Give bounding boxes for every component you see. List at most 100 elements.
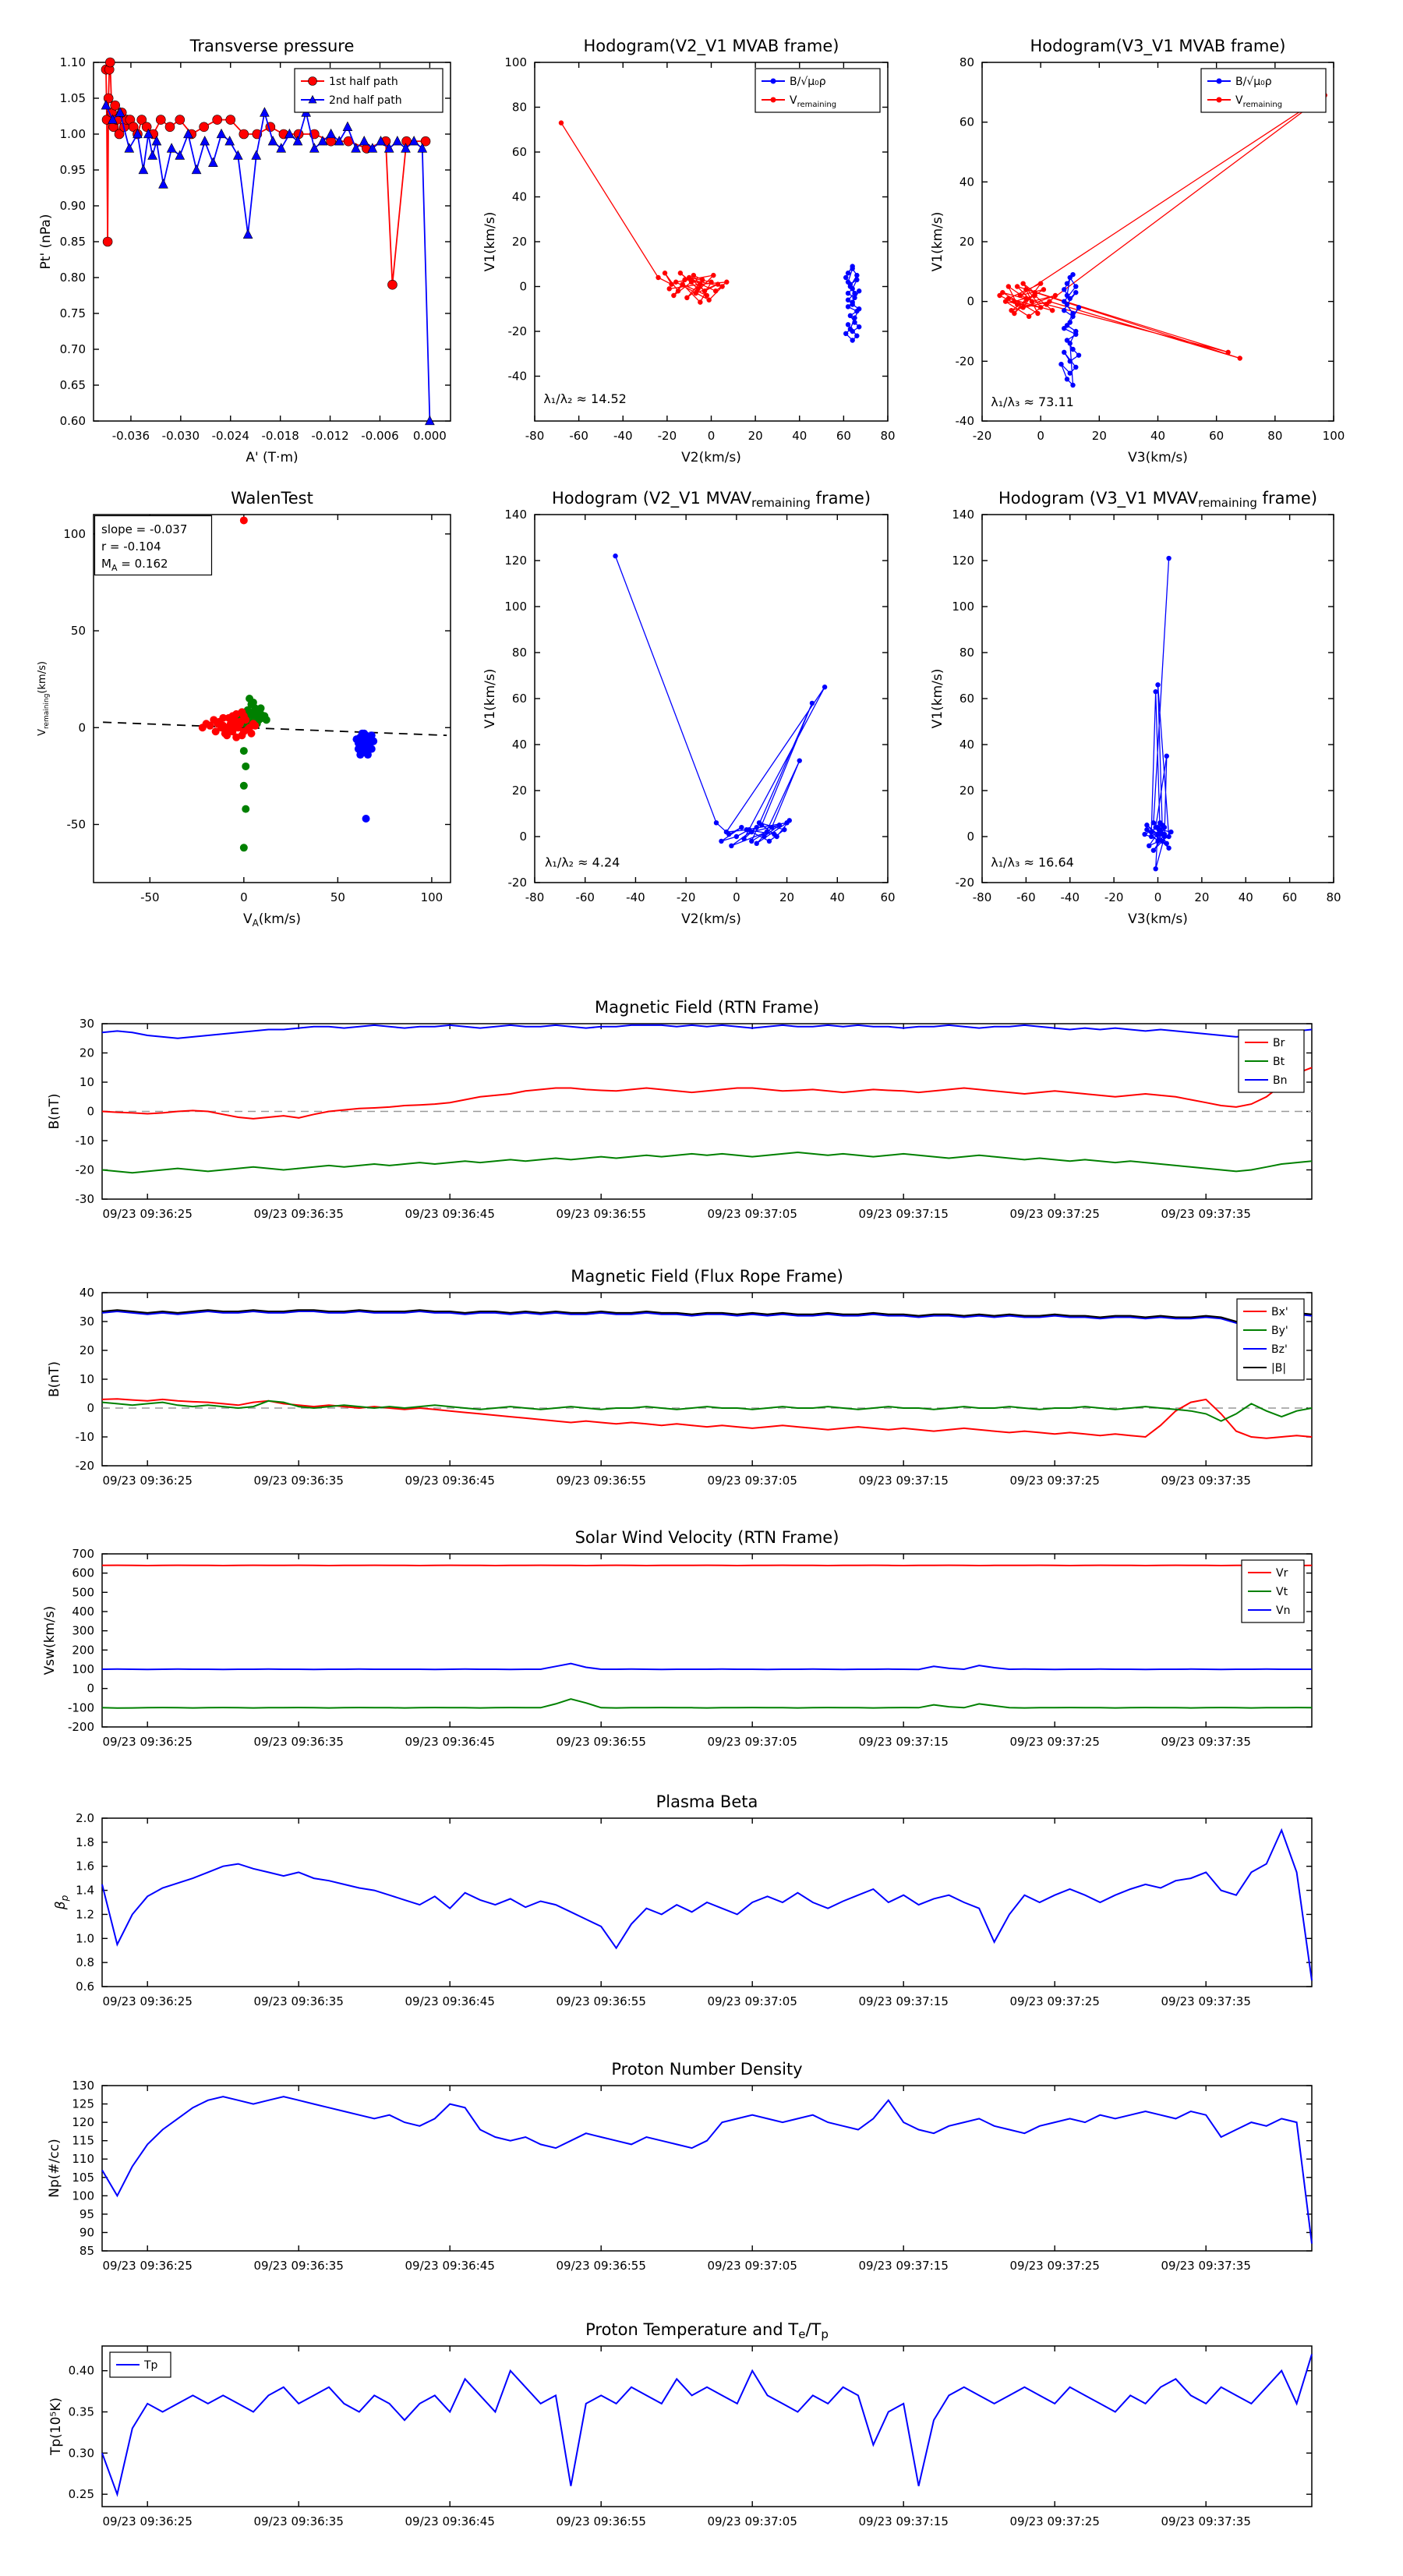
svg-text:20: 20 bbox=[512, 784, 527, 798]
axes-frame-proton-temperature bbox=[102, 2346, 1312, 2507]
svg-text:09/23 09:36:55: 09/23 09:36:55 bbox=[557, 1474, 646, 1488]
svg-text:80: 80 bbox=[1267, 429, 1282, 443]
svg-text:-50: -50 bbox=[140, 890, 160, 904]
svg-text:10: 10 bbox=[80, 1372, 94, 1386]
axes-frame-proton-density bbox=[102, 2086, 1312, 2251]
svg-text:09/23 09:37:25: 09/23 09:37:25 bbox=[1010, 1735, 1100, 1749]
svg-text:-40: -40 bbox=[613, 429, 633, 443]
svg-text:500: 500 bbox=[72, 1585, 94, 1599]
svg-text:0.25: 0.25 bbox=[69, 2487, 94, 2501]
svg-text:Np(#/cc): Np(#/cc) bbox=[47, 2139, 62, 2197]
svg-text:λ₁/λ₂ ≈ 14.52: λ₁/λ₂ ≈ 14.52 bbox=[543, 391, 627, 406]
svg-text:Solar Wind Velocity (RTN Frame: Solar Wind Velocity (RTN Frame) bbox=[575, 1528, 839, 1547]
svg-text:09/23 09:37:05: 09/23 09:37:05 bbox=[708, 1207, 797, 1221]
svg-text:09/23 09:36:45: 09/23 09:36:45 bbox=[405, 1994, 495, 2008]
svg-text:40: 40 bbox=[959, 738, 974, 752]
svg-text:-40: -40 bbox=[1061, 890, 1080, 904]
svg-text:Transverse pressure: Transverse pressure bbox=[189, 37, 355, 55]
svg-text:0: 0 bbox=[967, 830, 974, 844]
svg-text:-80: -80 bbox=[525, 890, 545, 904]
svg-text:120: 120 bbox=[504, 554, 527, 568]
svg-text:0: 0 bbox=[240, 890, 248, 904]
svg-text:20: 20 bbox=[80, 1343, 94, 1357]
svg-text:40: 40 bbox=[1150, 429, 1165, 443]
axes-frame-hodogram-v2v1-mvav bbox=[535, 515, 888, 883]
svg-text:Hodogram(V3_V1 MVAB frame): Hodogram(V3_V1 MVAB frame) bbox=[1030, 37, 1286, 56]
svg-text:40: 40 bbox=[792, 429, 807, 443]
svg-text:0.70: 0.70 bbox=[60, 342, 86, 356]
svg-text:slope = -0.037: slope = -0.037 bbox=[101, 522, 187, 536]
svg-text:60: 60 bbox=[880, 890, 895, 904]
svg-text:09/23 09:37:35: 09/23 09:37:35 bbox=[1161, 1474, 1251, 1488]
svg-text:0.80: 0.80 bbox=[60, 271, 86, 285]
svg-text:VA(km/s): VA(km/s) bbox=[243, 911, 301, 929]
svg-text:βp: βp bbox=[53, 1895, 70, 1910]
svg-text:-0.036: -0.036 bbox=[112, 429, 150, 443]
svg-text:400: 400 bbox=[72, 1605, 94, 1619]
svg-text:09/23 09:36:35: 09/23 09:36:35 bbox=[254, 2259, 344, 2273]
svg-text:60: 60 bbox=[836, 429, 851, 443]
svg-text:r = -0.104: r = -0.104 bbox=[101, 540, 161, 554]
svg-text:60: 60 bbox=[512, 692, 527, 706]
svg-text:140: 140 bbox=[504, 508, 527, 522]
svg-text:Hodogram(V2_V1 MVAB frame): Hodogram(V2_V1 MVAB frame) bbox=[584, 37, 839, 56]
svg-text:V1(km/s): V1(km/s) bbox=[482, 669, 498, 729]
svg-text:0: 0 bbox=[708, 429, 716, 443]
svg-text:09/23 09:37:05: 09/23 09:37:05 bbox=[708, 1474, 797, 1488]
svg-text:Plasma Beta: Plasma Beta bbox=[656, 1792, 758, 1811]
svg-text:Proton Number Density: Proton Number Density bbox=[611, 2060, 802, 2079]
svg-text:30: 30 bbox=[80, 1017, 94, 1031]
svg-text:09/23 09:37:25: 09/23 09:37:25 bbox=[1010, 2514, 1100, 2528]
svg-text:-60: -60 bbox=[1016, 890, 1036, 904]
svg-text:09/23 09:37:35: 09/23 09:37:35 bbox=[1161, 2259, 1251, 2273]
svg-text:V3(km/s): V3(km/s) bbox=[1128, 450, 1188, 465]
svg-text:-80: -80 bbox=[973, 890, 992, 904]
svg-text:B/√μ₀ρ: B/√μ₀ρ bbox=[790, 76, 826, 88]
svg-text:-40: -40 bbox=[956, 414, 975, 428]
svg-text:100: 100 bbox=[72, 1662, 94, 1676]
svg-text:20: 20 bbox=[779, 890, 794, 904]
svg-text:-200: -200 bbox=[68, 1720, 94, 1734]
svg-text:1.6: 1.6 bbox=[76, 1859, 94, 1874]
svg-text:120: 120 bbox=[72, 2115, 94, 2129]
svg-text:09/23 09:37:15: 09/23 09:37:15 bbox=[859, 2514, 949, 2528]
svg-text:20: 20 bbox=[80, 1046, 94, 1060]
svg-text:09/23 09:37:35: 09/23 09:37:35 bbox=[1161, 1207, 1251, 1221]
svg-text:-10: -10 bbox=[76, 1134, 95, 1148]
svg-text:0: 0 bbox=[519, 830, 527, 844]
svg-text:80: 80 bbox=[959, 646, 974, 660]
svg-text:09/23 09:36:35: 09/23 09:36:35 bbox=[254, 1474, 344, 1488]
svg-text:20: 20 bbox=[959, 784, 974, 798]
svg-text:95: 95 bbox=[80, 2207, 94, 2221]
svg-text:|B|: |B| bbox=[1271, 1362, 1286, 1375]
svg-text:09/23 09:37:15: 09/23 09:37:15 bbox=[859, 1207, 949, 1221]
svg-text:Proton Temperature and Te/Tp: Proton Temperature and Te/Tp bbox=[585, 2320, 829, 2341]
svg-text:600: 600 bbox=[72, 1566, 94, 1580]
svg-text:V1(km/s): V1(km/s) bbox=[930, 212, 945, 272]
svg-text:20: 20 bbox=[748, 429, 763, 443]
svg-text:60: 60 bbox=[512, 145, 527, 159]
svg-text:200: 200 bbox=[72, 1643, 94, 1657]
svg-text:09/23 09:36:35: 09/23 09:36:35 bbox=[254, 1735, 344, 1749]
svg-text:40: 40 bbox=[512, 738, 527, 752]
svg-text:V3(km/s): V3(km/s) bbox=[1128, 911, 1188, 927]
svg-text:80: 80 bbox=[512, 101, 527, 115]
svg-text:-20: -20 bbox=[1104, 890, 1124, 904]
svg-text:80: 80 bbox=[959, 55, 974, 69]
svg-text:V1(km/s): V1(km/s) bbox=[930, 669, 945, 729]
svg-text:Bz': Bz' bbox=[1271, 1343, 1288, 1356]
svg-text:0.40: 0.40 bbox=[69, 2364, 94, 2378]
svg-text:09/23 09:36:25: 09/23 09:36:25 bbox=[103, 2514, 193, 2528]
svg-text:100: 100 bbox=[1323, 429, 1345, 443]
svg-text:09/23 09:37:35: 09/23 09:37:35 bbox=[1161, 1735, 1251, 1749]
svg-text:-80: -80 bbox=[525, 429, 545, 443]
svg-text:09/23 09:36:55: 09/23 09:36:55 bbox=[557, 2514, 646, 2528]
svg-text:B(nT): B(nT) bbox=[47, 1361, 62, 1397]
svg-text:0.65: 0.65 bbox=[60, 378, 86, 392]
svg-text:λ₁/λ₃ ≈ 73.11: λ₁/λ₃ ≈ 73.11 bbox=[991, 395, 1074, 409]
svg-text:Vremaining(km/s): Vremaining(km/s) bbox=[37, 661, 51, 736]
